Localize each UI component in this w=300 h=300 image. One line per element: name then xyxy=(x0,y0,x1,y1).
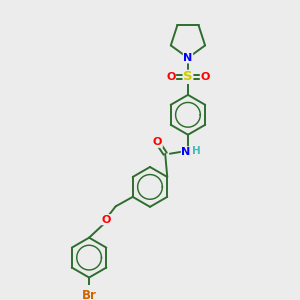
Text: O: O xyxy=(153,137,162,147)
Text: O: O xyxy=(101,215,111,225)
Text: S: S xyxy=(183,70,193,83)
Text: O: O xyxy=(166,72,176,82)
Text: N: N xyxy=(182,147,191,157)
Text: O: O xyxy=(200,72,210,82)
Text: Br: Br xyxy=(82,289,97,300)
Text: H: H xyxy=(192,146,201,156)
Text: N: N xyxy=(183,53,193,63)
